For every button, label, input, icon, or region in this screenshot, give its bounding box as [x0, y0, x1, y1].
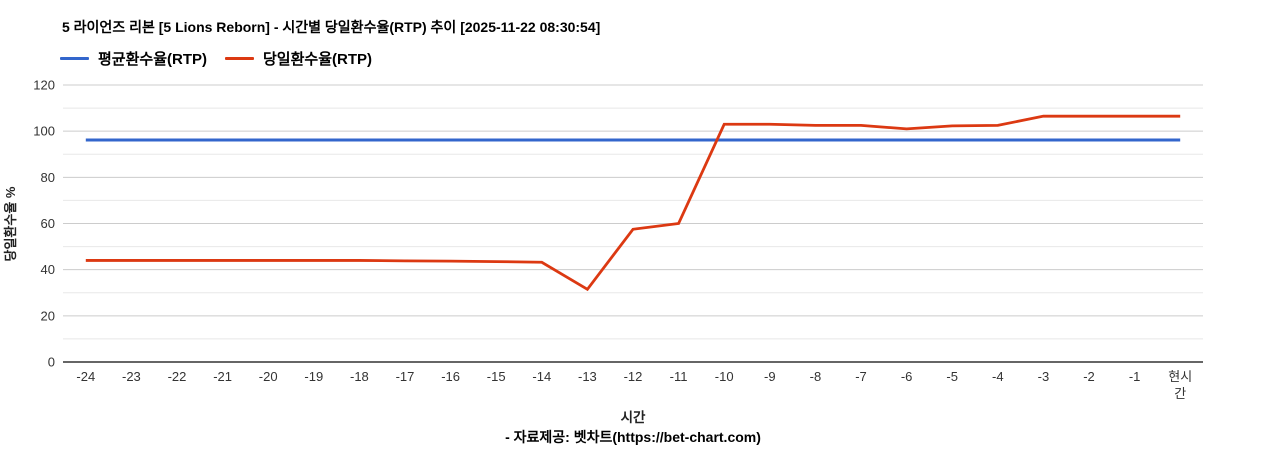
- y-tick-label: 20: [41, 308, 55, 323]
- y-axis-title: 당일환수율 %: [3, 186, 18, 261]
- x-tick-label: 현시 간: [1168, 369, 1192, 401]
- x-tick-label: -23: [122, 369, 141, 384]
- y-tick-label: 80: [41, 170, 55, 185]
- x-tick-label: -22: [168, 369, 187, 384]
- x-axis-title: 시간: [620, 410, 646, 425]
- y-tick-label: 120: [33, 78, 55, 93]
- x-tick-label: -6: [901, 369, 913, 384]
- x-axis-tick-labels: -24 -23 -22 -21 -20 -19 -18 -17 -16 -15 -14 -13 -12 -…: [76, 369, 1192, 401]
- legend-item-average-rtp: 평균환수율(RTP): [60, 48, 207, 69]
- x-tick-label: -20: [259, 369, 278, 384]
- average-rtp-line-swatch: [60, 57, 89, 60]
- x-tick-label: -11: [670, 369, 688, 384]
- x-tick-label: -21: [213, 369, 232, 384]
- x-tick-label: -24: [76, 369, 95, 384]
- x-tick-label: -16: [441, 369, 460, 384]
- x-tick-label: -18: [350, 369, 369, 384]
- y-tick-label: 100: [33, 124, 55, 139]
- x-tick-label: -13: [578, 369, 597, 384]
- y-tick-label: 0: [48, 355, 55, 370]
- x-tick-label: -3: [1038, 369, 1050, 384]
- x-tick-label: -17: [396, 369, 415, 384]
- y-tick-label: 60: [41, 216, 55, 231]
- series-lines: [85, 114, 1181, 292]
- chart-title: 5 라이언즈 리본 [5 Lions Reborn] - 시간별 당일환수율(R…: [62, 19, 601, 35]
- daily-rtp-line: [85, 114, 1181, 292]
- x-tick-label: -12: [624, 369, 643, 384]
- chart-legend: 평균환수율(RTP) 당일환수율(RTP): [60, 48, 372, 69]
- legend-label-average-rtp: 평균환수율(RTP): [98, 51, 207, 68]
- x-tick-label: -7: [855, 369, 867, 384]
- x-tick-label: -15: [487, 369, 506, 384]
- x-tick-label: -10: [715, 369, 734, 384]
- y-tick-label: 40: [41, 262, 55, 277]
- source-credit: - 자료제공: 벳차트(https://bet-chart.com): [505, 429, 761, 445]
- x-tick-label: -9: [764, 369, 776, 384]
- x-axis-title-row: 시간: [63, 406, 1203, 426]
- y-axis-tick-labels: 0 20 40 60 80 100 120: [33, 78, 55, 370]
- legend-item-daily-rtp: 당일환수율(RTP): [225, 48, 372, 69]
- x-tick-label: -8: [810, 369, 822, 384]
- gridlines: [63, 84, 1203, 363]
- daily-rtp-line-swatch: [225, 57, 254, 60]
- x-tick-label: -1: [1129, 369, 1141, 384]
- x-tick-label: -14: [532, 369, 551, 384]
- source-credit-row: - 자료제공: 벳차트(https://bet-chart.com): [63, 427, 1203, 447]
- x-tick-label: -4: [992, 369, 1004, 384]
- x-tick-label: -19: [304, 369, 323, 384]
- legend-label-daily-rtp: 당일환수율(RTP): [263, 51, 372, 68]
- x-tick-label: -5: [946, 369, 958, 384]
- x-tick-label: -2: [1083, 369, 1095, 384]
